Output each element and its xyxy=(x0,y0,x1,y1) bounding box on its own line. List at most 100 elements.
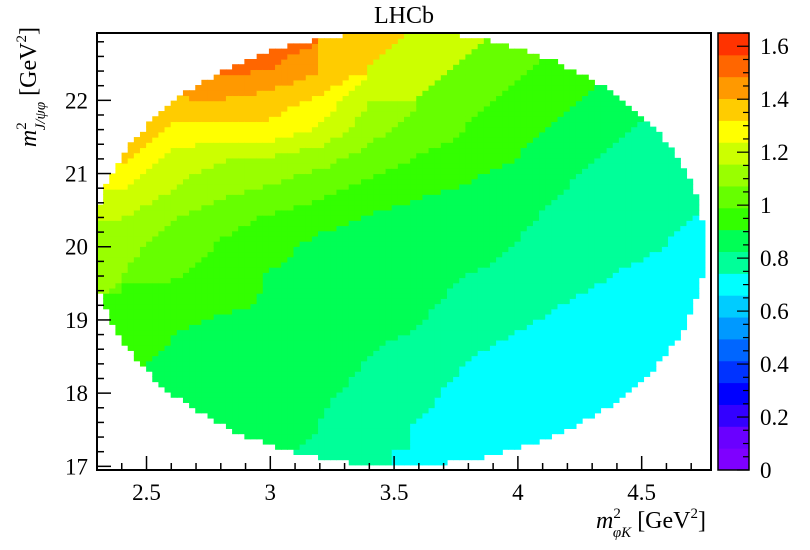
heatmap-cell xyxy=(152,157,159,164)
heatmap-cell xyxy=(361,131,368,138)
heatmap-cell xyxy=(367,438,374,445)
heatmap-cell xyxy=(299,131,307,138)
heatmap-cell xyxy=(373,48,381,55)
heatmap-cell xyxy=(281,163,288,169)
heatmap-cell xyxy=(213,360,221,367)
heatmap-cell xyxy=(158,116,166,123)
heatmap-cell xyxy=(109,308,117,315)
heatmap-cell xyxy=(379,100,387,107)
heatmap-cell xyxy=(520,319,528,325)
heatmap-cell xyxy=(459,345,466,351)
heatmap-cell xyxy=(318,90,325,97)
heatmap-cell xyxy=(275,126,282,133)
heatmap-cell xyxy=(373,111,381,117)
heatmap-cell xyxy=(287,209,295,216)
heatmap-cell xyxy=(410,173,417,180)
heatmap-cell xyxy=(318,313,325,320)
heatmap-cell xyxy=(207,168,215,175)
heatmap-cell xyxy=(404,111,411,117)
heatmap-cell xyxy=(268,79,276,86)
heatmap-cell xyxy=(268,433,276,440)
heatmap-cell xyxy=(176,142,184,149)
heatmap-cell xyxy=(121,293,129,299)
heatmap-cell xyxy=(232,365,239,372)
heatmap-cell xyxy=(379,287,387,294)
heatmap-cell xyxy=(428,381,436,388)
heatmap-cell xyxy=(422,355,430,362)
heatmap-cell xyxy=(391,53,399,60)
heatmap-cell xyxy=(434,90,442,97)
heatmap-cell xyxy=(361,329,368,336)
heatmap-cell xyxy=(354,126,362,133)
heatmap-cell xyxy=(238,391,245,398)
heatmap-cell xyxy=(133,220,141,227)
heatmap-cell xyxy=(367,59,374,65)
heatmap-cell xyxy=(508,142,516,149)
heatmap-cell xyxy=(434,428,442,435)
heatmap-cell xyxy=(219,287,227,294)
heatmap-cell xyxy=(97,204,104,211)
heatmap-cell xyxy=(385,225,393,232)
heatmap-cell xyxy=(391,319,399,325)
heatmap-cell xyxy=(201,355,209,362)
heatmap-cell xyxy=(397,178,405,185)
heatmap-cell xyxy=(465,90,473,97)
heatmap-cell xyxy=(477,59,485,65)
heatmap-cell xyxy=(404,350,411,357)
heatmap-cell xyxy=(299,157,307,164)
heatmap-cell xyxy=(103,251,110,258)
heatmap-cell xyxy=(219,277,227,284)
heatmap-cell xyxy=(489,204,497,211)
heatmap-cell xyxy=(281,157,288,164)
heatmap-cell xyxy=(391,178,399,185)
heatmap-cell xyxy=(379,230,387,237)
heatmap-cell xyxy=(250,277,258,284)
heatmap-cell xyxy=(465,345,473,351)
heatmap-cell xyxy=(103,215,110,221)
heatmap-cell xyxy=(256,313,264,320)
heatmap-cell xyxy=(483,428,491,435)
heatmap-cell xyxy=(416,38,424,44)
heatmap-cell xyxy=(336,449,344,455)
heatmap-cell xyxy=(189,293,196,299)
heatmap-cell xyxy=(287,116,295,123)
heatmap-cell xyxy=(348,360,356,367)
heatmap-cell xyxy=(391,95,399,102)
heatmap-cell xyxy=(477,454,485,461)
heatmap-cell xyxy=(97,251,104,258)
heatmap-cell xyxy=(404,402,411,409)
heatmap-cell xyxy=(219,209,227,216)
heatmap-cell xyxy=(354,339,362,346)
heatmap-cell xyxy=(219,152,227,159)
heatmap-cell xyxy=(146,360,153,367)
heatmap-cell xyxy=(496,241,503,247)
heatmap-cell xyxy=(311,371,319,377)
heatmap-cell xyxy=(391,303,399,310)
heatmap-cell xyxy=(520,313,528,320)
heatmap-cell xyxy=(250,386,258,393)
heatmap-cell xyxy=(397,334,405,341)
heatmap-cell xyxy=(262,246,270,253)
heatmap-cell xyxy=(483,173,491,180)
heatmap-cell xyxy=(465,173,473,180)
heatmap-cell xyxy=(225,371,233,377)
heatmap-cell xyxy=(391,100,399,107)
heatmap-cell xyxy=(496,69,503,76)
heatmap-cell xyxy=(146,267,153,273)
heatmap-cell xyxy=(268,319,276,325)
heatmap-cell xyxy=(133,137,141,143)
heatmap-cell xyxy=(268,230,276,237)
heatmap-cell xyxy=(293,443,301,450)
heatmap-cell xyxy=(189,147,196,154)
heatmap-cell xyxy=(127,230,135,237)
heatmap-cell xyxy=(238,324,245,331)
heatmap-cell xyxy=(164,381,172,388)
heatmap-cell xyxy=(158,282,166,289)
heatmap-cell xyxy=(305,251,313,258)
heatmap-cell xyxy=(225,407,233,414)
heatmap-cell xyxy=(342,272,350,279)
heatmap-cell xyxy=(348,230,356,237)
heatmap-cell xyxy=(508,100,516,107)
heatmap-cell xyxy=(379,267,387,273)
heatmap-cell xyxy=(287,360,295,367)
